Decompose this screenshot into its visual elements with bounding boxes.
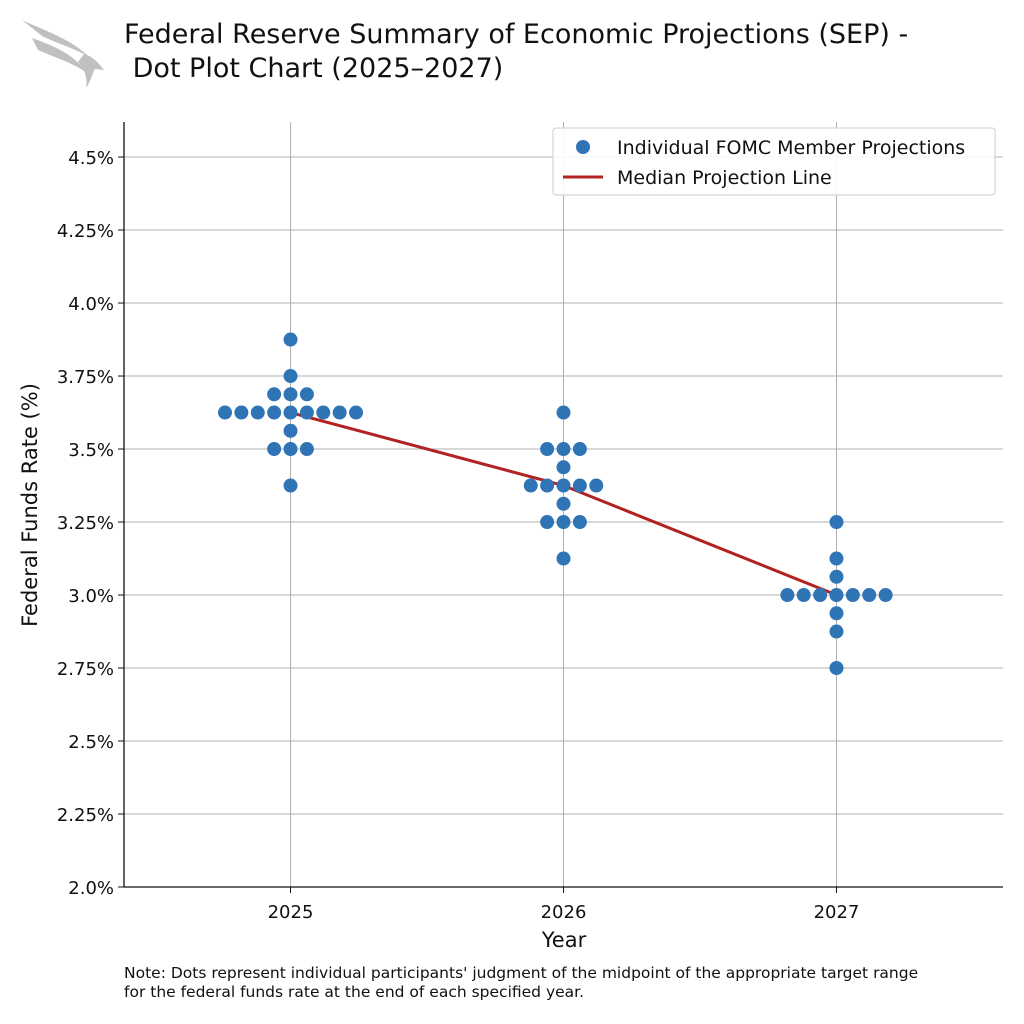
x-tick-label: 2025 [268, 902, 314, 923]
legend-label-median: Median Projection Line [617, 167, 832, 189]
projection-dot [572, 478, 587, 493]
chart-title: Federal Reserve Summary of Economic Proj… [124, 18, 908, 86]
projection-dot [332, 405, 347, 420]
projection-dot [829, 588, 844, 603]
projection-dot [283, 442, 298, 457]
y-tick-label: 2.5% [68, 732, 114, 753]
projection-dot [299, 387, 314, 402]
plot-area: 2.0% 2.25% 2.5% 2.75% 3.0% 3.25% 3.5% 3.75% 4.0%… [18, 122, 1003, 952]
projection-dot [283, 369, 298, 384]
projection-dot [267, 442, 282, 457]
projection-dot [556, 515, 571, 530]
title-line-1: Federal Reserve Summary of Economic Proj… [124, 19, 909, 50]
legend-label-dots: Individual FOMC Member Projections [617, 137, 965, 159]
projection-dot [829, 551, 844, 566]
x-axis-label: Year [541, 928, 587, 952]
y-tick-label: 2.75% [57, 659, 114, 680]
note-line-2: for the federal funds rate at the end of… [124, 983, 585, 1001]
footnote: Note: Dots represent individual particip… [124, 964, 918, 1002]
projection-dot [572, 442, 587, 457]
y-tick-label: 4.0% [68, 294, 114, 315]
projection-dot [829, 606, 844, 621]
projection-dot [267, 387, 282, 402]
projection-dot [349, 405, 364, 420]
projection-dot [829, 661, 844, 676]
projection-dot [299, 405, 314, 420]
x-tick-label: 2027 [814, 902, 860, 923]
projection-dot [267, 405, 282, 420]
projection-dot [845, 588, 860, 603]
y-tick-label: 4.25% [57, 221, 114, 242]
eagle-logo-icon [22, 20, 104, 88]
projection-dot [813, 588, 828, 603]
grid [124, 122, 1003, 888]
projection-dot [540, 478, 555, 493]
y-axis-label: Federal Funds Rate (%) [18, 383, 42, 627]
projection-dot [878, 588, 893, 603]
legend: Individual FOMC Member Projections Media… [552, 127, 996, 196]
projection-dot [572, 515, 587, 530]
title-line-2: Dot Plot Chart (2025–2027) [124, 53, 504, 84]
x-tick-label: 2026 [541, 902, 587, 923]
projection-dot [540, 515, 555, 530]
y-tick-label: 3.25% [57, 513, 114, 534]
projection-dot [283, 478, 298, 493]
projection-dot [556, 478, 571, 493]
projection-dot [234, 405, 249, 420]
y-tick-label: 4.5% [68, 148, 114, 169]
projection-dot [283, 387, 298, 402]
axes: 2.0% 2.25% 2.5% 2.75% 3.0% 3.25% 3.5% 3.75% 4.0%… [57, 122, 1003, 923]
dots-layer [218, 332, 893, 676]
y-tick-label: 2.0% [68, 878, 114, 899]
legend-dot-marker [576, 140, 590, 154]
projection-dot [556, 460, 571, 475]
projection-dot [283, 332, 298, 347]
projection-dot [556, 496, 571, 511]
projection-dot [862, 588, 877, 603]
projection-dot [829, 624, 844, 639]
projection-dot [283, 405, 298, 420]
y-tick-label: 2.25% [57, 805, 114, 826]
projection-dot [829, 515, 844, 530]
projection-dot [283, 423, 298, 438]
y-tick-label: 3.75% [57, 367, 114, 388]
note-line-1: Note: Dots represent individual particip… [124, 964, 919, 982]
projection-dot [523, 478, 538, 493]
projection-dot [540, 442, 555, 457]
projection-dot [316, 405, 331, 420]
projection-dot [218, 405, 233, 420]
projection-dot [299, 442, 314, 457]
projection-dot [556, 551, 571, 566]
projection-dot [796, 588, 811, 603]
projection-dot [780, 588, 795, 603]
projection-dot [589, 478, 604, 493]
y-tick-label: 3.5% [68, 440, 114, 461]
projection-dot [829, 569, 844, 584]
projection-dot [556, 442, 571, 457]
y-tick-label: 3.0% [68, 586, 114, 607]
projection-dot [250, 405, 265, 420]
projection-dot [556, 405, 571, 420]
logo [22, 20, 104, 88]
